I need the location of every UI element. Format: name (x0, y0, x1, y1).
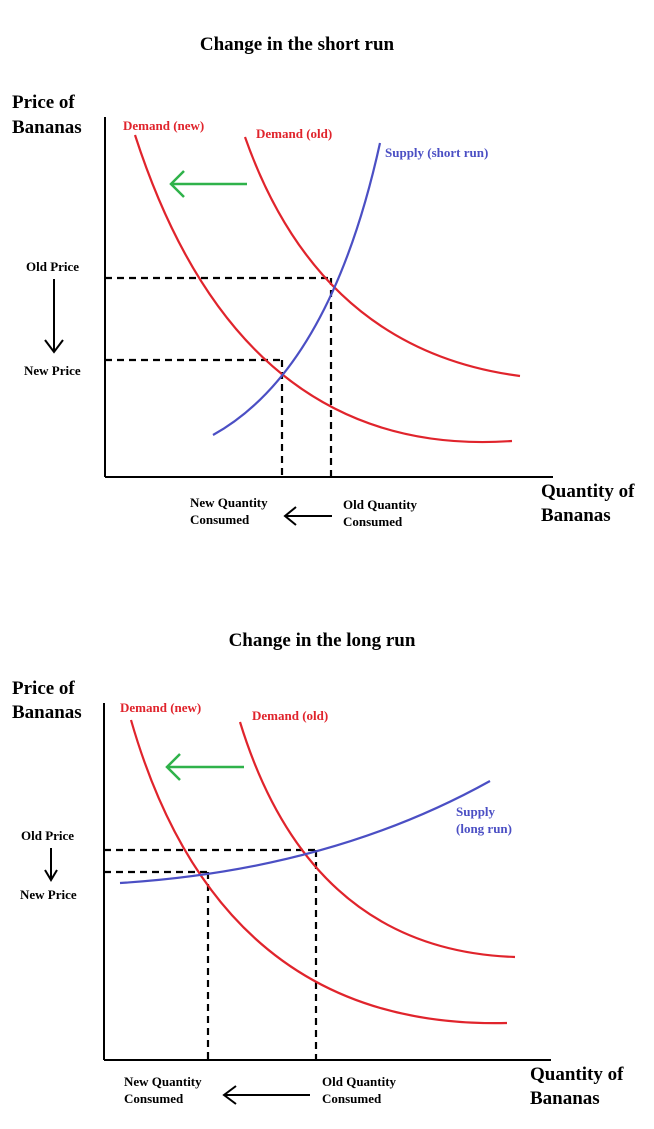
long-run-old-quantity-label-line1: Old Quantity (322, 1074, 397, 1089)
short-run-old-quantity-label-line1: Old Quantity (343, 497, 418, 512)
short-run-supply-curve (212, 142, 382, 436)
short-run-demand-old-curve (243, 136, 521, 378)
long-run-price-down-arrow-icon (44, 848, 58, 882)
short-run-old-price-label: Old Price (26, 259, 79, 274)
short-run-demand-old-label: Demand (old) (256, 126, 332, 141)
short-run-shift-left-arrow-icon (169, 170, 247, 198)
long-run-new-price-label: New Price (20, 887, 77, 902)
short-run-new-price-label: New Price (24, 363, 81, 378)
long-run-demand-new-curve (129, 719, 508, 1025)
long-run-new-quantity-label-line2: Consumed (124, 1091, 184, 1106)
short-run-demand-new-curve (133, 134, 513, 444)
short-run-demand-new-label: Demand (new) (123, 118, 204, 133)
short-run-supply-label: Supply (short run) (385, 145, 488, 160)
long-run-x-axis-label-line2: Bananas (530, 1088, 600, 1109)
long-run-old-quantity-label-line2: Consumed (322, 1091, 382, 1106)
long-run-new-quantity-label-line1: New Quantity (124, 1074, 202, 1089)
short-run-diagram: Change in the short run Price of Bananas… (12, 34, 635, 529)
long-run-shift-left-arrow-icon (165, 753, 244, 781)
short-run-new-quantity-label-line1: New Quantity (190, 495, 268, 510)
short-run-y-axis-label-line2: Bananas (12, 117, 82, 138)
long-run-supply-label-line1: Supply (456, 804, 496, 819)
short-run-old-quantity-label-line2: Consumed (343, 514, 403, 529)
short-run-x-axis-label-line2: Bananas (541, 505, 611, 526)
long-run-y-axis-label-line2: Bananas (12, 702, 82, 723)
long-run-x-axis-label-line1: Quantity of (530, 1064, 624, 1085)
long-run-supply-curve (119, 780, 491, 885)
long-run-y-axis-label-line1: Price of (12, 678, 75, 699)
short-run-price-down-arrow-icon (44, 279, 64, 354)
short-run-x-axis-label-line1: Quantity of (541, 481, 635, 502)
long-run-title: Change in the long run (229, 630, 416, 651)
short-run-new-quantity-label-line2: Consumed (190, 512, 250, 527)
long-run-old-price-label: Old Price (21, 828, 74, 843)
long-run-demand-old-curve (238, 721, 516, 959)
short-run-y-axis-label-line1: Price of (12, 92, 75, 113)
long-run-quantity-left-arrow-icon (222, 1085, 310, 1105)
short-run-title: Change in the short run (200, 34, 395, 55)
long-run-diagram: Change in the long run Price of Bananas … (12, 630, 624, 1109)
long-run-demand-old-label: Demand (old) (252, 708, 328, 723)
long-run-supply-label-line2: (long run) (456, 821, 512, 836)
long-run-demand-new-label: Demand (new) (120, 700, 201, 715)
short-run-quantity-left-arrow-icon (283, 506, 332, 526)
